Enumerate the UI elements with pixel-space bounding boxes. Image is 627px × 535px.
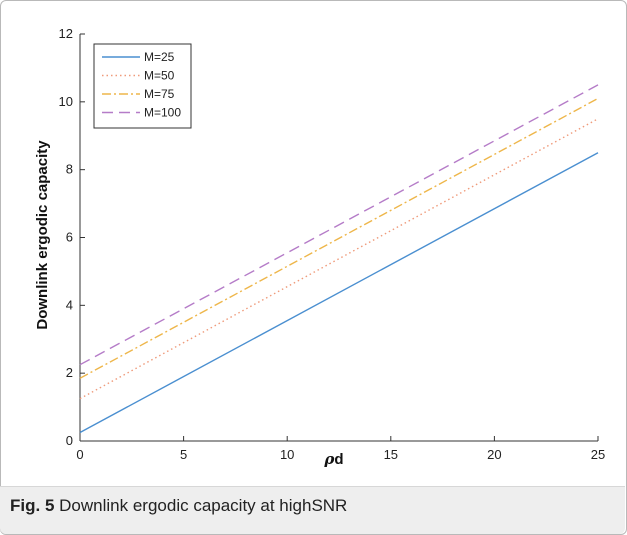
series-line-m25	[79, 152, 599, 434]
y-axis-label: Downlink ergodic capacity	[34, 140, 51, 330]
y-tick-label: 6	[66, 230, 73, 245]
y-tick-label: 0	[66, 433, 73, 448]
series-line-m50	[79, 118, 599, 400]
legend-label: M=75	[144, 87, 175, 101]
legend: M=25 M=50 M=75 M=100	[93, 43, 192, 129]
legend-box	[93, 43, 192, 129]
y-tick-label: 12	[59, 26, 73, 41]
legend-label: M=50	[144, 69, 175, 83]
y-tick-label: 2	[66, 365, 73, 380]
x-tick-label: 0	[76, 447, 83, 462]
line-chart: 0 5 10 15 20 25 0 2 4 6 8 10 12 M=25 M=50 M=75 M=100 Do…	[34, 26, 606, 468]
series-layer	[79, 84, 599, 434]
caption-bar	[0, 486, 625, 534]
plot-area: 0 5 10 15 20 25 0 2 4 6 8 10 12	[59, 26, 606, 462]
series-line-m100	[79, 84, 599, 366]
y-tick-label: 4	[66, 297, 73, 312]
x-axis-label-rho: ρ	[323, 450, 335, 468]
figure-caption: Fig. 5 Downlink ergodic capacity at high…	[10, 496, 347, 516]
x-axis-label: ρd	[323, 450, 343, 468]
caption-text: Downlink ergodic capacity at highSNR	[59, 496, 348, 515]
caption-label: Fig. 5	[10, 496, 55, 515]
x-tick-label: 15	[384, 447, 398, 462]
series-line-m75	[79, 97, 599, 379]
x-tick-label: 5	[180, 447, 187, 462]
y-tick-label: 8	[66, 162, 73, 177]
legend-label: M=100	[144, 106, 181, 120]
x-tick-label: 10	[280, 447, 294, 462]
x-tick-label: 25	[591, 447, 605, 462]
legend-label: M=25	[144, 50, 175, 64]
y-tick-label: 10	[59, 94, 73, 109]
x-axis-label-sub: d	[334, 451, 343, 468]
x-tick-label: 20	[487, 447, 501, 462]
